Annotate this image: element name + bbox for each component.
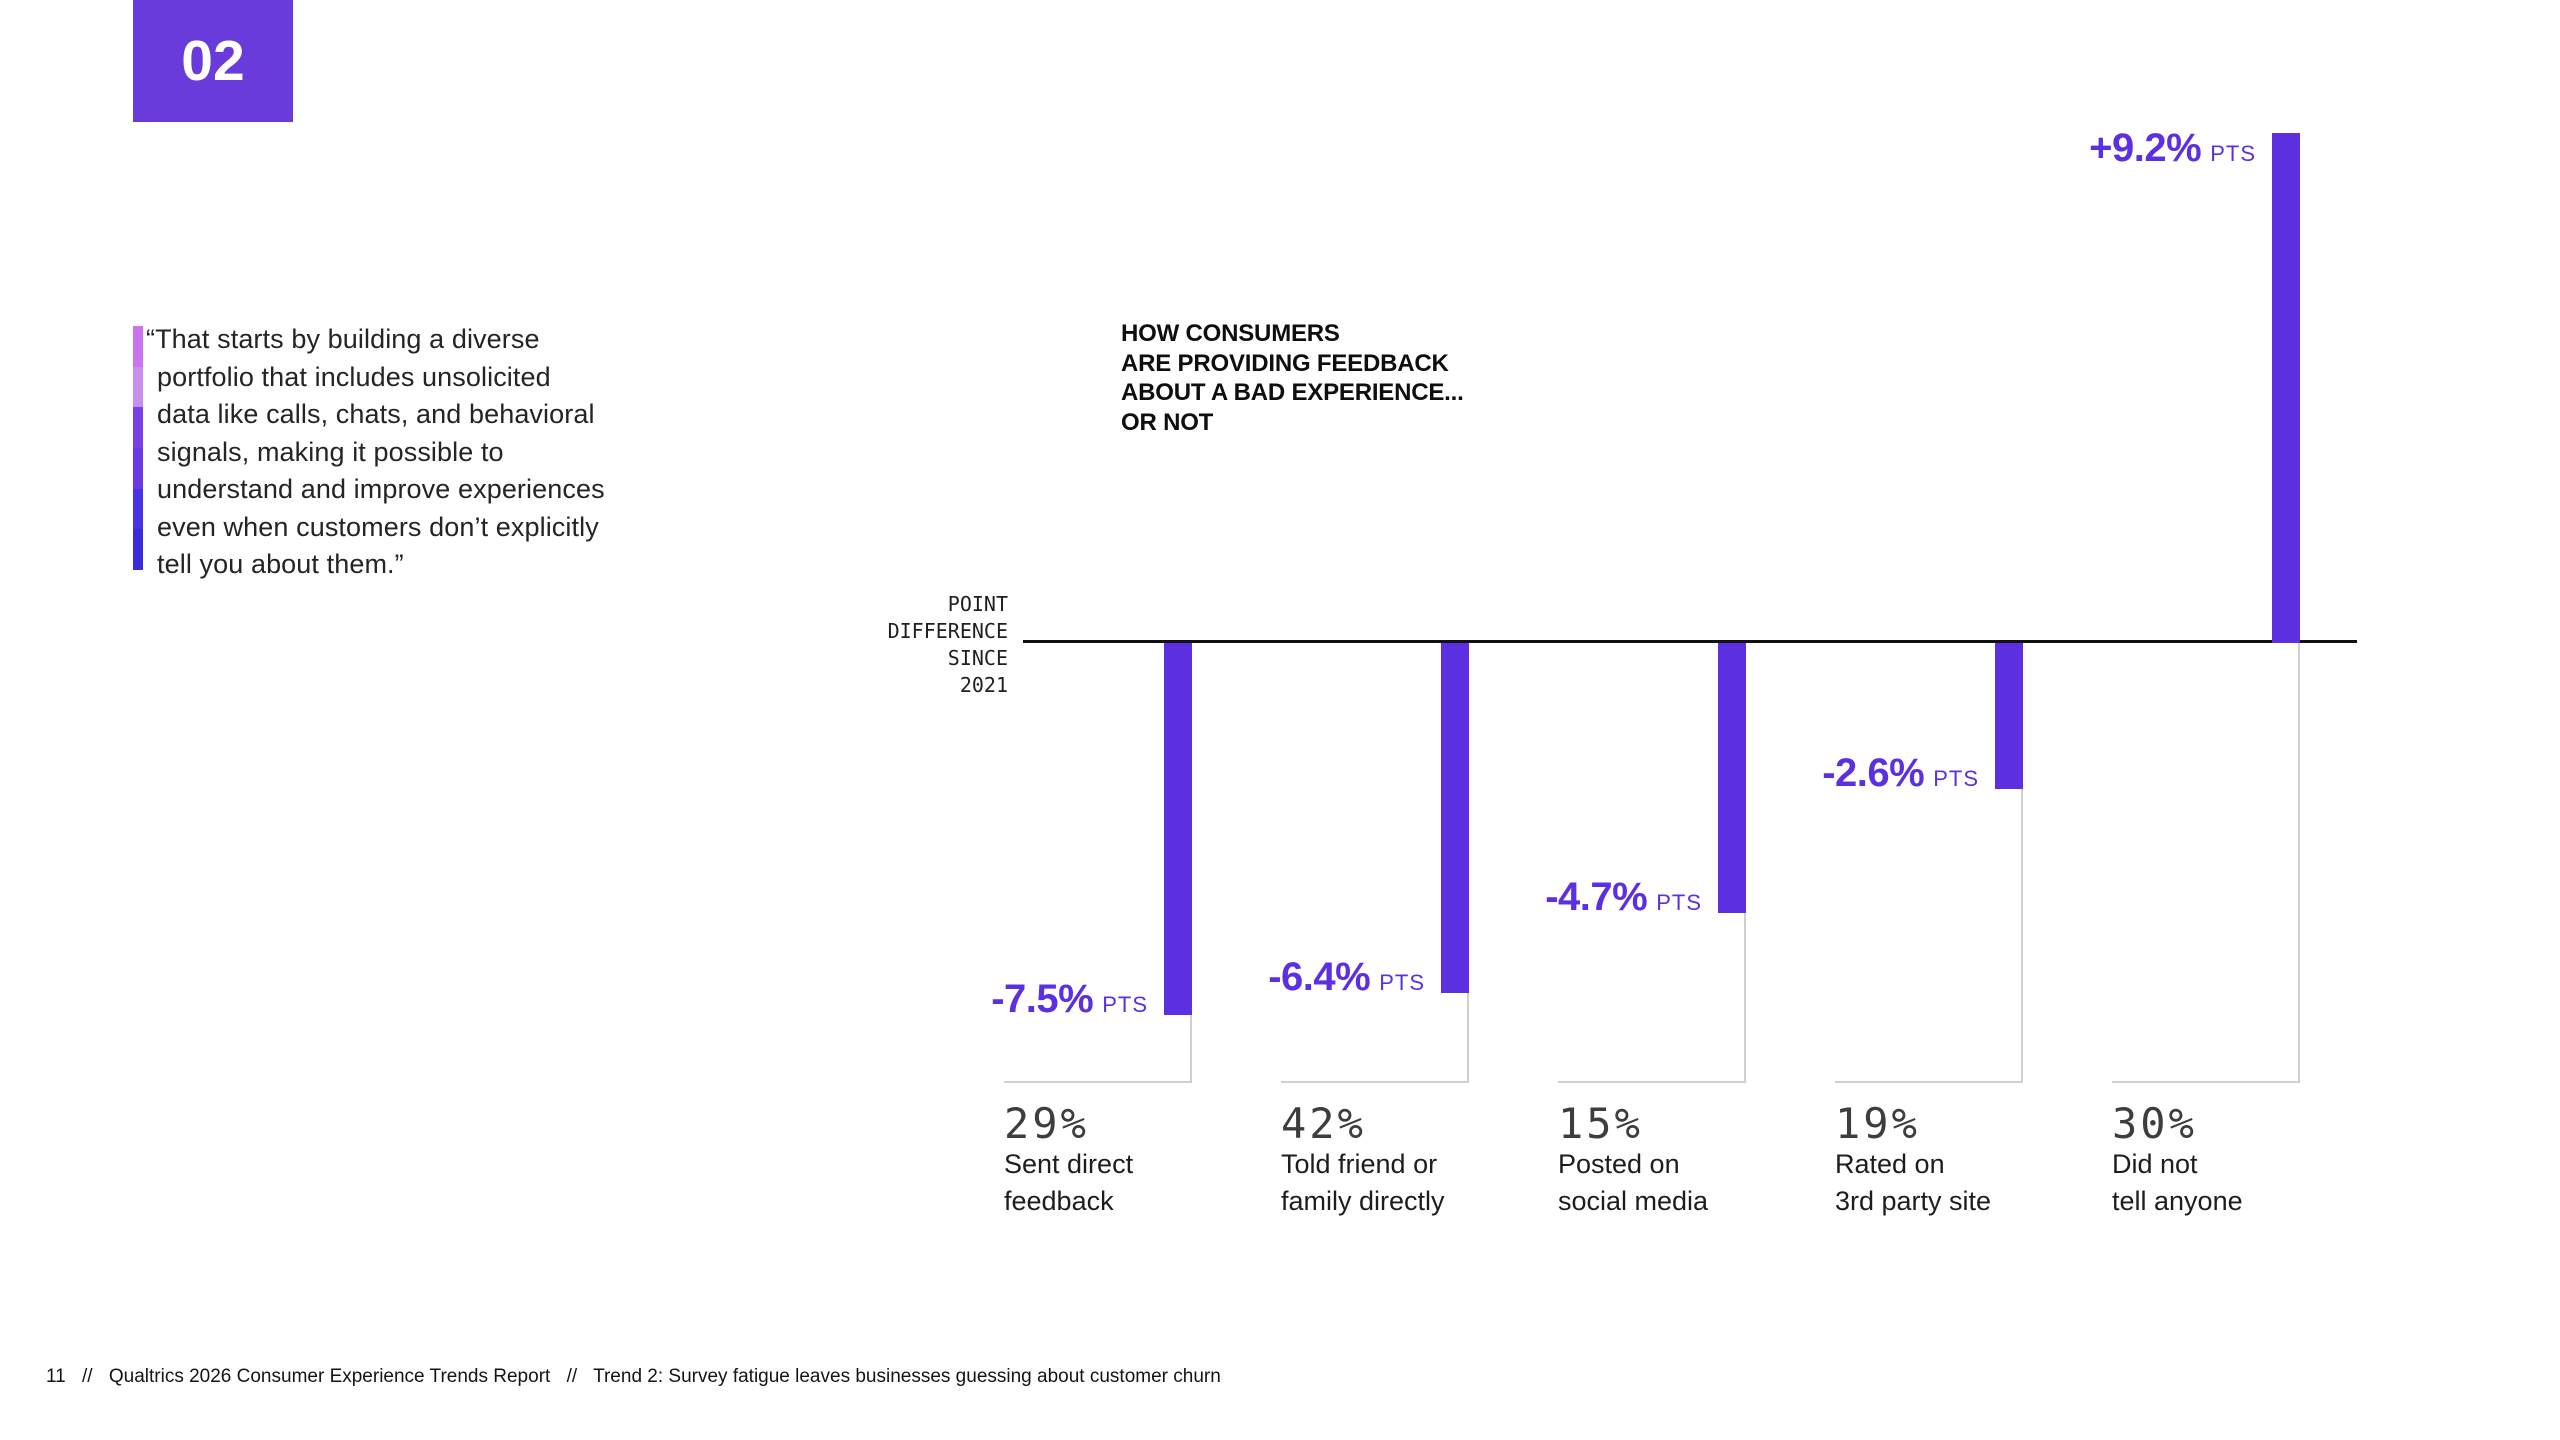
share-value: 30% [2112, 1099, 2197, 1148]
footer-separator: // [566, 1366, 578, 1387]
category-box-right-line [2021, 643, 2023, 1083]
delta-unit: PTS [2210, 141, 2256, 166]
footer-separator: // [82, 1366, 93, 1387]
delta-unit: PTS [1933, 766, 1979, 791]
delta-unit: PTS [1102, 992, 1148, 1017]
category-label: Rated on 3rd party site [1835, 1149, 1992, 1216]
y-axis-label-line: POINT [947, 592, 1008, 616]
category-label: Sent direct feedback [1004, 1149, 1134, 1216]
section-number: 02 [181, 29, 245, 93]
point-difference-bar [1164, 643, 1192, 1015]
share-value: 29% [1004, 1099, 1089, 1148]
category-box-bottom-line [1835, 1081, 2023, 1083]
delta-label: -2.6% PTS [1822, 753, 1979, 802]
point-difference-bar [1995, 643, 2023, 789]
category-label: Did not tell anyone [2112, 1149, 2243, 1216]
delta-label: -4.7% PTS [1545, 877, 1702, 926]
delta-unit: PTS [1379, 970, 1425, 995]
share-value: 19% [1835, 1099, 1920, 1148]
category-box-right-line [2298, 643, 2300, 1083]
pull-quote: “That starts by building a diverse portf… [146, 321, 677, 584]
quote-line: tell you about them.” [157, 549, 404, 579]
category-label: Told friend or family directly [1281, 1149, 1445, 1216]
chart-title-line: HOW CONSUMERS [1121, 320, 1340, 347]
delta-label: -7.5% PTS [991, 979, 1148, 1028]
report-title: Qualtrics 2026 Consumer Experience Trend… [108, 1366, 551, 1387]
category-box-bottom-line [2112, 1081, 2300, 1083]
quote-line: “That starts by building a diverse [146, 324, 540, 354]
trend-title: Trend 2: Survey fatigue leaves businesse… [593, 1366, 1221, 1387]
share-value: 42% [1281, 1099, 1366, 1148]
zero-baseline [1023, 640, 2357, 643]
category-label: Posted on social media [1558, 1149, 1709, 1216]
chart-title-line: ABOUT A BAD EXPERIENCE... [1121, 379, 1464, 406]
quote-accent-bar [133, 326, 143, 571]
point-difference-bar [2272, 133, 2300, 643]
section-number-badge: 02 [133, 0, 293, 122]
quote-line: even when customers don’t explicitly [157, 511, 599, 542]
delta-value: -4.7% [1545, 875, 1648, 919]
y-axis-label-line: 2021 [959, 673, 1008, 697]
delta-unit: PTS [1656, 890, 1702, 915]
delta-value: -7.5% [991, 977, 1094, 1021]
point-difference-bar [1718, 643, 1746, 913]
chart-title-line: ARE PROVIDING FEEDBACK [1121, 349, 1449, 377]
delta-label: -6.4% PTS [1268, 957, 1425, 1006]
quote-line: portfolio that includes unsolicited [157, 361, 551, 392]
chart-title: HOW CONSUMERS ARE PROVIDING FEEDBACK ABO… [1121, 319, 1464, 437]
delta-value: -6.4% [1268, 955, 1371, 999]
chart-title-line: OR NOT [1121, 408, 1214, 436]
delta-value: +9.2% [2089, 126, 2202, 170]
quote-line: signals, making it possible to [157, 436, 504, 467]
quote-line: data like calls, chats, and behavioral [157, 399, 595, 429]
quote-line: understand and improve experiences [157, 474, 605, 504]
category-box-bottom-line [1004, 1081, 1192, 1083]
share-value: 15% [1558, 1099, 1643, 1148]
y-axis-label-line: SINCE [947, 646, 1008, 670]
category-box-bottom-line [1281, 1081, 1469, 1083]
page-number: 11 [46, 1366, 66, 1387]
y-axis-label-line: DIFFERENCE [887, 619, 1008, 643]
category-box-bottom-line [1558, 1081, 1746, 1083]
y-axis-label: POINT DIFFERENCE SINCE 2021 [760, 591, 1008, 699]
delta-value: -2.6% [1822, 751, 1925, 795]
point-difference-bar [1441, 643, 1469, 993]
footer: 11 // Qualtrics 2026 Consumer Experience… [46, 1366, 1221, 1388]
delta-label: +9.2% PTS [2089, 128, 2256, 177]
